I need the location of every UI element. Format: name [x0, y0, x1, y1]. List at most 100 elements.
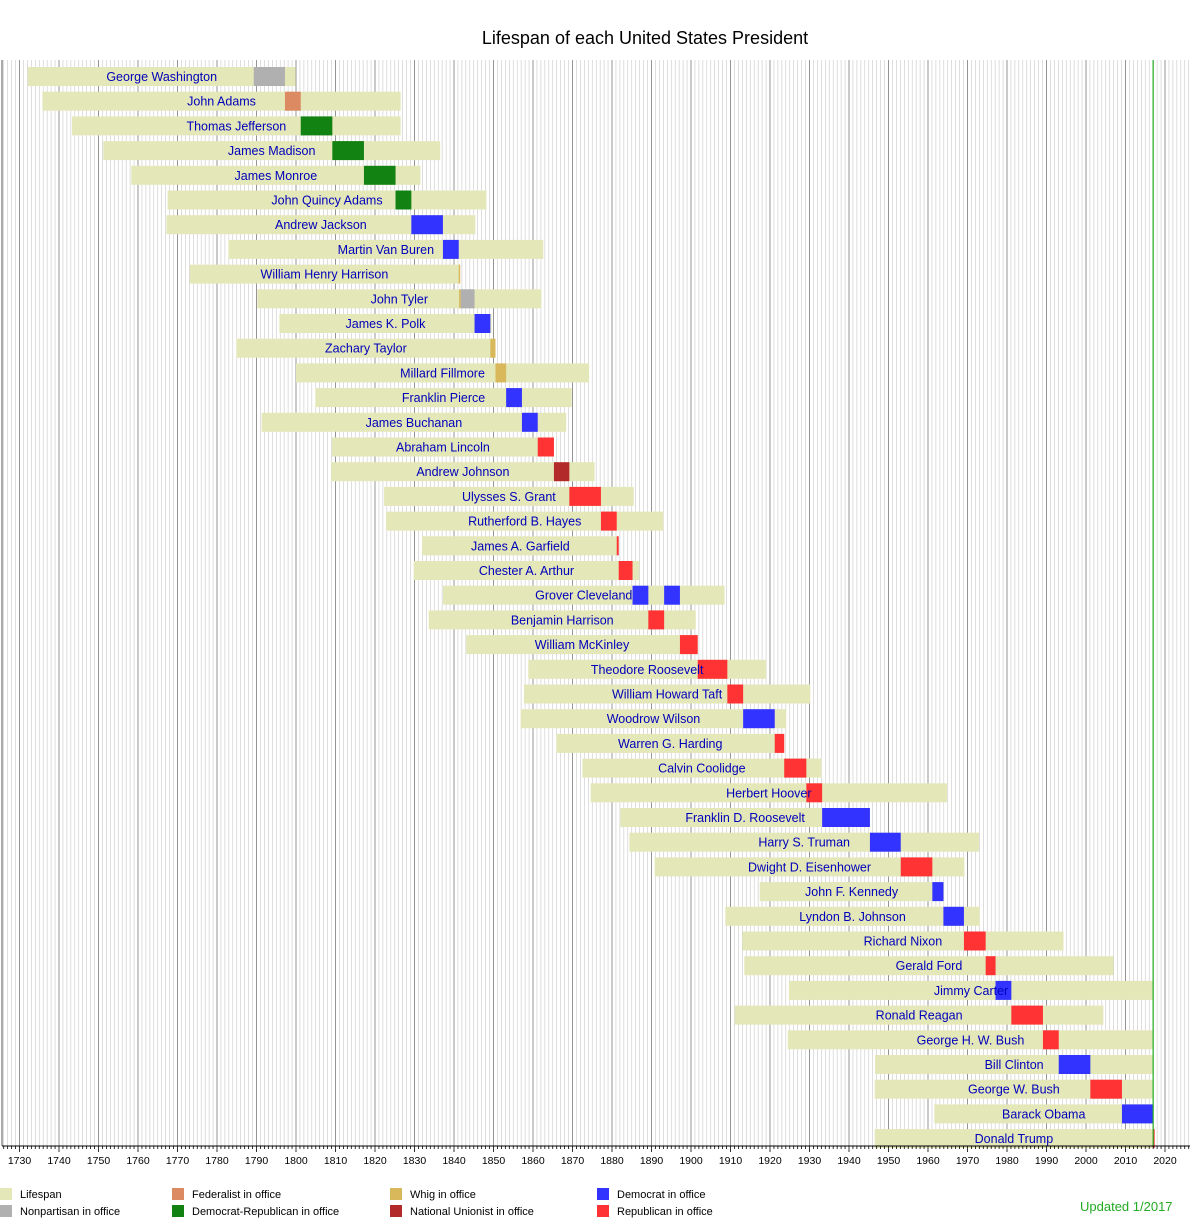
x-tick-label: 2020	[1153, 1155, 1177, 1167]
president-name: Benjamin Harrison	[511, 613, 614, 627]
term-bar	[363, 165, 396, 185]
president-name: James Buchanan	[366, 416, 463, 430]
lifespan-bar	[654, 857, 965, 877]
legend-label: Whig in office	[410, 1189, 476, 1201]
legend-label: Federalist in office	[192, 1189, 282, 1201]
lifespan-bar	[228, 239, 544, 259]
x-tick-label: 2010	[1114, 1155, 1138, 1167]
president-name: George H. W. Bush	[917, 1033, 1025, 1047]
legend-label: Lifespan	[20, 1189, 62, 1201]
president-name: James K. Polk	[346, 317, 427, 331]
x-tick-label: 2000	[1074, 1155, 1098, 1167]
president-name: Franklin D. Roosevelt	[685, 811, 805, 825]
president-name: William Howard Taft	[612, 688, 723, 702]
lifespan-bar	[725, 906, 980, 926]
x-tick-label: 1780	[205, 1155, 229, 1167]
x-axis: 1730 1740 1750 1760 1770 1780 1790 1800 1810 1820…	[2, 1145, 1190, 1167]
president-name: John F. Kennedy	[805, 885, 899, 899]
x-tick-label: 1730	[8, 1155, 32, 1167]
lifespan-bar	[874, 1129, 1154, 1149]
president-name: Andrew Johnson	[416, 465, 509, 479]
lifespan-bar	[189, 264, 460, 284]
lifespan-bar	[42, 91, 401, 111]
lifespan-bar	[787, 1030, 1154, 1050]
term-bar	[506, 388, 522, 408]
term-bar	[943, 906, 964, 926]
president-name: Chester A. Arthur	[479, 564, 574, 578]
president-name: Woodrow Wilson	[607, 712, 701, 726]
legend-swatch	[390, 1188, 402, 1200]
lifespan-bar	[590, 783, 947, 803]
term-bar	[774, 733, 785, 753]
x-tick-label: 1920	[758, 1155, 782, 1167]
term-bar	[664, 585, 680, 605]
president-name: John Quincy Adams	[271, 194, 382, 208]
president-name: Andrew Jackson	[275, 218, 367, 232]
term-bar	[495, 363, 507, 383]
lifespan-bar	[331, 462, 595, 482]
term-bar	[822, 808, 870, 827]
legend-swatch	[597, 1188, 609, 1200]
president-name: Franklin Pierce	[402, 391, 485, 405]
x-tick-label: 1800	[284, 1155, 308, 1167]
president-name: Bill Clinton	[985, 1058, 1044, 1072]
lifespan-bar	[261, 412, 567, 432]
president-name: Theodore Roosevelt	[591, 663, 704, 677]
president-name: Millard Fillmore	[400, 366, 485, 380]
lifespan-bar	[874, 1079, 1154, 1099]
term-bar	[1042, 1030, 1059, 1050]
lifespan-bar	[934, 1104, 1154, 1124]
legend-label: National Unionist in office	[410, 1206, 534, 1218]
legend: Lifespan Nonpartisan in office Federalist …	[0, 1186, 1200, 1222]
term-bar	[553, 462, 570, 482]
legend-swatch	[390, 1205, 402, 1217]
x-tick-label: 1950	[877, 1155, 901, 1167]
president-name: Richard Nixon	[864, 935, 943, 949]
president-name: Zachary Taylor	[325, 342, 407, 356]
x-tick-label: 1840	[442, 1155, 466, 1167]
term-bar	[806, 783, 823, 803]
lifespan-bar	[413, 561, 640, 580]
lifespan-bar	[27, 67, 296, 86]
president-name: James Madison	[228, 144, 316, 158]
term-bar	[784, 758, 807, 778]
term-bar	[600, 511, 617, 531]
legend-swatch	[0, 1188, 12, 1200]
x-tick-label: 1820	[363, 1155, 387, 1167]
term-bar	[1058, 1055, 1091, 1074]
legend-swatch	[0, 1205, 12, 1217]
term-bar	[697, 659, 728, 679]
x-tick-label: 1790	[245, 1155, 269, 1167]
president-name: James A. Garfield	[471, 539, 570, 553]
x-tick-label: 1850	[482, 1155, 506, 1167]
term-bar	[932, 882, 944, 902]
term-bar	[727, 684, 744, 704]
term-bar	[411, 215, 443, 235]
lifespan-bar	[520, 709, 787, 729]
term-bar	[616, 536, 619, 556]
president-name: Jimmy Carter	[934, 984, 1008, 998]
president-name: John Adams	[187, 95, 256, 109]
term-bar	[521, 412, 538, 432]
term-bar	[395, 190, 412, 210]
lifespan-bar	[236, 338, 496, 358]
term-bar	[459, 289, 461, 309]
president-name: John Tyler	[371, 292, 428, 306]
term-bar	[1153, 1129, 1155, 1149]
president-name: Rutherford B. Hayes	[468, 515, 581, 529]
legend-label: Democrat-Republican in office	[192, 1206, 340, 1218]
x-tick-label: 1740	[47, 1155, 71, 1167]
term-bar	[963, 931, 986, 951]
president-name: Dwight D. Eisenhower	[748, 860, 871, 874]
bars	[27, 60, 1155, 1149]
x-tick-label: 1900	[679, 1155, 703, 1167]
president-name: Thomas Jefferson	[186, 119, 286, 133]
x-tick-label: 1750	[87, 1155, 111, 1167]
timeline-chart: George Washington John Adams Thomas Jeffer…	[1, 60, 1190, 1167]
president-name: Warren G. Harding	[618, 737, 722, 751]
term-bar	[253, 67, 285, 86]
president-name: Donald Trump	[975, 1132, 1054, 1146]
x-tick-label: 1830	[403, 1155, 427, 1167]
x-tick-label: 1980	[995, 1155, 1019, 1167]
term-bar	[332, 141, 364, 161]
